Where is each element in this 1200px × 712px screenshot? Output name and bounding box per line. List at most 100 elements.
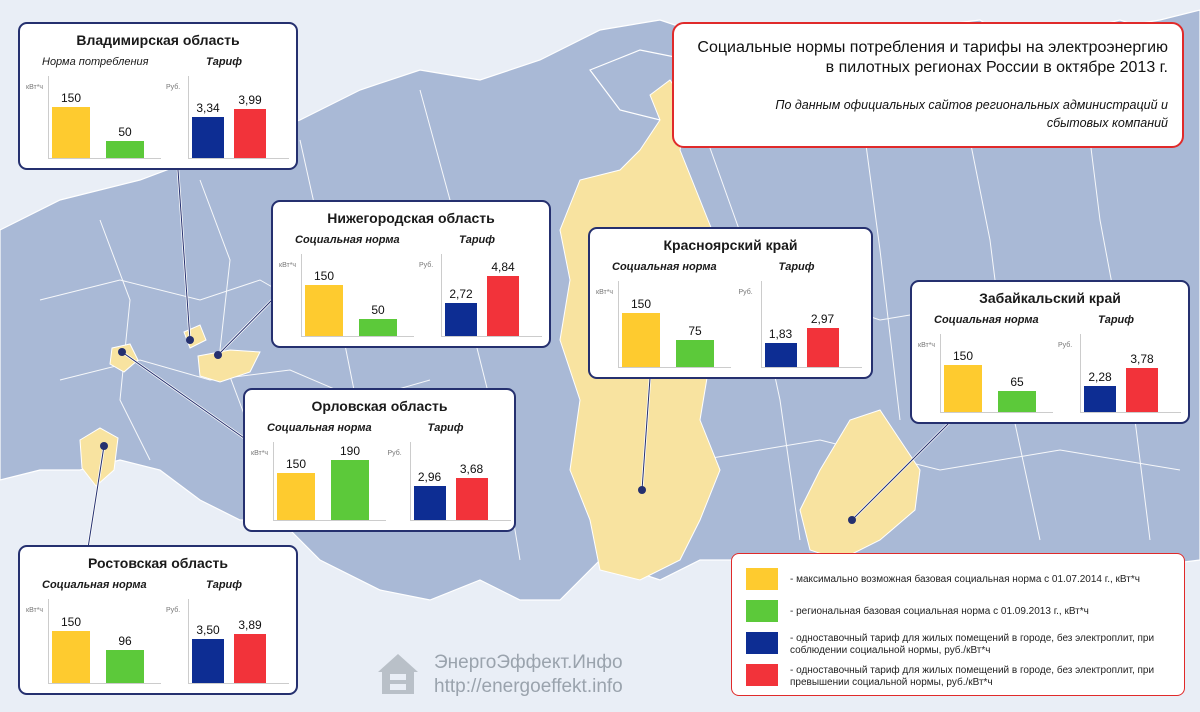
krasnoyarsk-tariff-bar-over-norm [806, 328, 839, 367]
orel-norm-axis [273, 442, 386, 521]
vladimir-tariff-unit: Руб. [166, 84, 181, 91]
zabaikalsky-norm-axis [940, 334, 1053, 413]
zabaikalsky-norm-unit: кВт*ч [918, 342, 936, 349]
nizhny-norm-value-label: 50 [371, 303, 385, 318]
krasnoyarsk-tariff-axis [760, 281, 862, 368]
orel-card: Орловская область Социальная норма Тариф кВ… [243, 388, 516, 532]
rostov-norm-bar-max [52, 630, 90, 683]
vladimir-tariff-bar-within-norm [192, 116, 224, 158]
rostov-norm-value-label: 96 [118, 633, 132, 648]
rostov-tariff-unit: Руб. [166, 607, 181, 614]
legend-swatch-blue [746, 632, 778, 654]
orel-norm-bar-regional [331, 460, 369, 520]
krasnoyarsk-norm-value-label: 150 [630, 297, 652, 312]
rostov-tariff-bar-over-norm [234, 633, 266, 683]
zabaikalsky-norm-bar-regional [998, 391, 1036, 412]
orel-tariff-axis [409, 442, 511, 521]
orel-marker [118, 348, 126, 356]
zabaikalsky-title: Забайкальский край [979, 290, 1121, 306]
house-logo-icon [378, 654, 418, 694]
legend-text: - максимально возможная базовая социальн… [790, 574, 1140, 585]
vladimir-norm-unit: кВт*ч [26, 84, 44, 91]
rostov-title: Ростовская область [87, 555, 229, 571]
zabaikalsky-tariff-unit: Руб. [1058, 342, 1073, 349]
orel-norm-bar-max [277, 472, 315, 520]
vladimir-norm-value-label: 50 [118, 125, 132, 140]
zabaikalsky-marker [848, 516, 856, 524]
nizhny-norm-bar-regional [359, 319, 397, 336]
legend-item: - региональная базовая социальная норма … [746, 600, 1176, 624]
chart-title: Социальные нормы потребления и тарифы на… [688, 38, 1168, 78]
zabaikalsky-norm-title: Социальная норма [934, 314, 1039, 326]
legend-item: - одноставочный тариф для жилых помещени… [746, 632, 1176, 656]
nizhny-norm-title: Социальная норма [295, 234, 400, 246]
rostov-tariff-title: Тариф [206, 579, 243, 591]
krasnoyarsk-title: Красноярский край [663, 237, 798, 253]
vladimir-tariff-axis [188, 76, 289, 159]
orel-tariff-value-label: 2,96 [417, 469, 442, 484]
rostov-card: Ростовская область Социальная норма Тариф к… [18, 545, 298, 695]
vladimir-norm-bar-regional [106, 141, 144, 158]
orel-norm-title: Социальная норма [267, 422, 372, 434]
krasnoyarsk-norm-bar-max [622, 313, 660, 367]
title-line-1: Социальные нормы потребления и тарифы на… [697, 39, 1168, 56]
krasnoyarsk-tariff-value-label: 2,97 [810, 312, 835, 327]
zabaikalsky-tariff-title: Тариф [1098, 314, 1135, 326]
zabaikalsky-norm-value-label: 65 [1010, 375, 1024, 390]
zabaikalsky-tariff-axis [1080, 334, 1181, 413]
vladimir-tariff-title: Тариф [206, 56, 243, 68]
nizhny-norm-bar-max [305, 285, 343, 336]
orel-norm-unit: кВт*ч [251, 450, 269, 457]
krasnoyarsk-tariff-bar-within-norm [764, 343, 797, 367]
source-note: По данным официальных сайтов региональны… [688, 96, 1168, 132]
watermark: ЭнергоЭффект.Инфо http://energoeffekt.in… [374, 650, 674, 700]
zabaikalsky-norm-value-label: 150 [952, 348, 974, 363]
rostov-norm-title: Социальная норма [42, 579, 147, 591]
krasnoyarsk-norm-title: Социальная норма [612, 261, 717, 273]
vladimir-tariff-bar-over-norm [234, 108, 266, 158]
nizhny-title: Нижегородская область [327, 210, 495, 226]
rostov-norm-axis [48, 599, 161, 684]
krasnoyarsk-tariff-title: Тариф [778, 261, 815, 273]
nizhny-marker [214, 351, 222, 359]
nizhny-tariff-value-label: 4,84 [491, 260, 515, 275]
vladimir-tariff-value-label: 3,34 [196, 100, 220, 115]
vladimir-norm-axis [48, 76, 161, 159]
vladimir-card: Владимирская область Норма потребления Тар… [18, 22, 298, 170]
rostov-norm-unit: кВт*ч [26, 607, 44, 614]
krasnoyarsk-tariff-value-label: 1,83 [768, 327, 793, 342]
nizhny-tariff-axis [441, 254, 542, 337]
rostov-norm-value-label: 150 [60, 614, 82, 629]
krasnoyarsk-norm-axis [618, 281, 731, 368]
vladimir-tariff-value-label: 3,99 [238, 92, 262, 107]
krasnoyarsk-tariff-unit: Руб. [738, 289, 753, 296]
zabaikalsky-tariff-value-label: 2,28 [1088, 369, 1112, 384]
orel-tariff-bar-over-norm [455, 477, 488, 520]
watermark-url: http://energoeffekt.info [434, 676, 623, 697]
watermark-name: ЭнергоЭффект.Инфо [434, 652, 623, 673]
nizhny-tariff-bar-over-norm [487, 276, 519, 336]
legend-text: - одноставочный тариф для жилых помещени… [790, 665, 1155, 688]
zabaikalsky-tariff-value-label: 3,78 [1130, 352, 1154, 367]
orel-norm-value-label: 190 [339, 444, 361, 458]
legend-swatch-yellow [746, 568, 778, 590]
nizhny-tariff-bar-within-norm [445, 302, 477, 336]
orel-title: Орловская область [311, 398, 448, 414]
krasnoyarsk-card: Красноярский край Социальная норма Тариф кВ… [588, 227, 873, 379]
orel-tariff-value-label: 3,68 [459, 461, 484, 476]
nizhny-card: Нижегородская область Социальная норма Тар… [271, 200, 551, 348]
zabaikalsky-tariff-bar-over-norm [1126, 368, 1158, 412]
source-line-2: сбытовых компаний [1046, 116, 1168, 130]
vladimir-norm-value-label: 150 [60, 91, 82, 106]
rostov-norm-bar-regional [106, 649, 144, 683]
zabaikalsky-tariff-bar-within-norm [1084, 385, 1116, 412]
rostov-tariff-bar-within-norm [192, 638, 224, 683]
zabaikalsky-card: Забайкальский край Социальная норма Тариф к… [910, 280, 1190, 424]
orel-tariff-unit: Руб. [387, 450, 402, 457]
legend-text: - региональная базовая социальная норма … [790, 606, 1089, 617]
orel-tariff-bar-within-norm [413, 485, 446, 520]
vladimir-title: Владимирская область [76, 32, 240, 48]
nizhny-tariff-value-label: 2,72 [449, 286, 473, 301]
rostov-tariff-value-label: 3,50 [196, 622, 220, 637]
krasnoyarsk-norm-unit: кВт*ч [596, 289, 614, 296]
